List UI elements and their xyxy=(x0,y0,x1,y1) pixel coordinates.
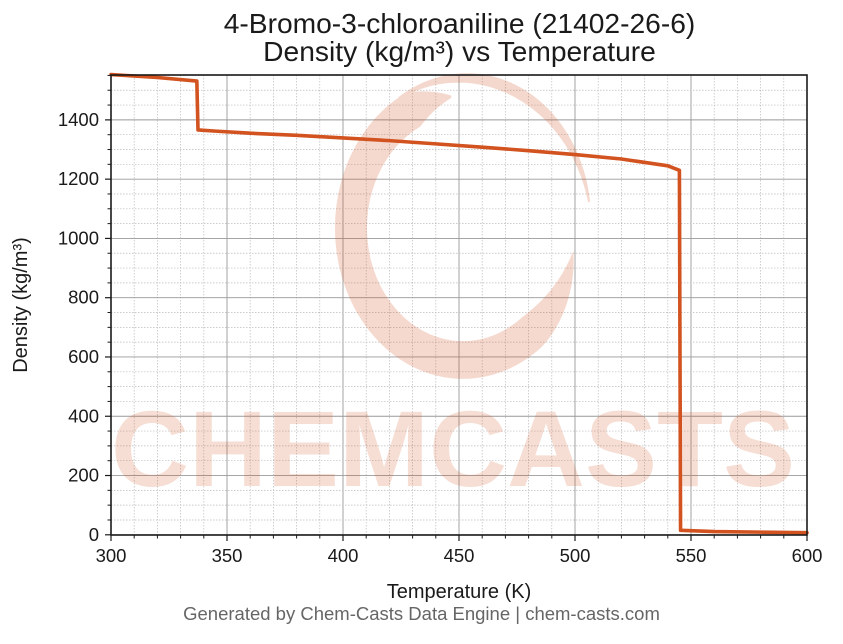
svg-text:1200: 1200 xyxy=(58,168,99,189)
svg-text:300: 300 xyxy=(96,545,127,566)
svg-text:800: 800 xyxy=(68,287,99,308)
svg-text:Density (kg/m³): Density (kg/m³) xyxy=(10,237,32,373)
svg-text:1400: 1400 xyxy=(58,109,99,130)
svg-text:0: 0 xyxy=(89,524,99,545)
svg-text:500: 500 xyxy=(560,545,591,566)
svg-text:400: 400 xyxy=(68,405,99,426)
svg-text:350: 350 xyxy=(212,545,243,566)
svg-text:1000: 1000 xyxy=(58,227,99,248)
svg-text:550: 550 xyxy=(676,545,707,566)
svg-text:600: 600 xyxy=(792,545,823,566)
svg-text:CHEMCASTS: CHEMCASTS xyxy=(111,388,795,509)
svg-text:400: 400 xyxy=(328,545,359,566)
svg-text:Temperature (K): Temperature (K) xyxy=(387,581,532,603)
svg-text:Density (kg/m³) vs Temperature: Density (kg/m³) vs Temperature xyxy=(263,35,656,67)
svg-text:200: 200 xyxy=(68,465,99,486)
svg-text:450: 450 xyxy=(444,545,475,566)
svg-text:600: 600 xyxy=(68,346,99,367)
